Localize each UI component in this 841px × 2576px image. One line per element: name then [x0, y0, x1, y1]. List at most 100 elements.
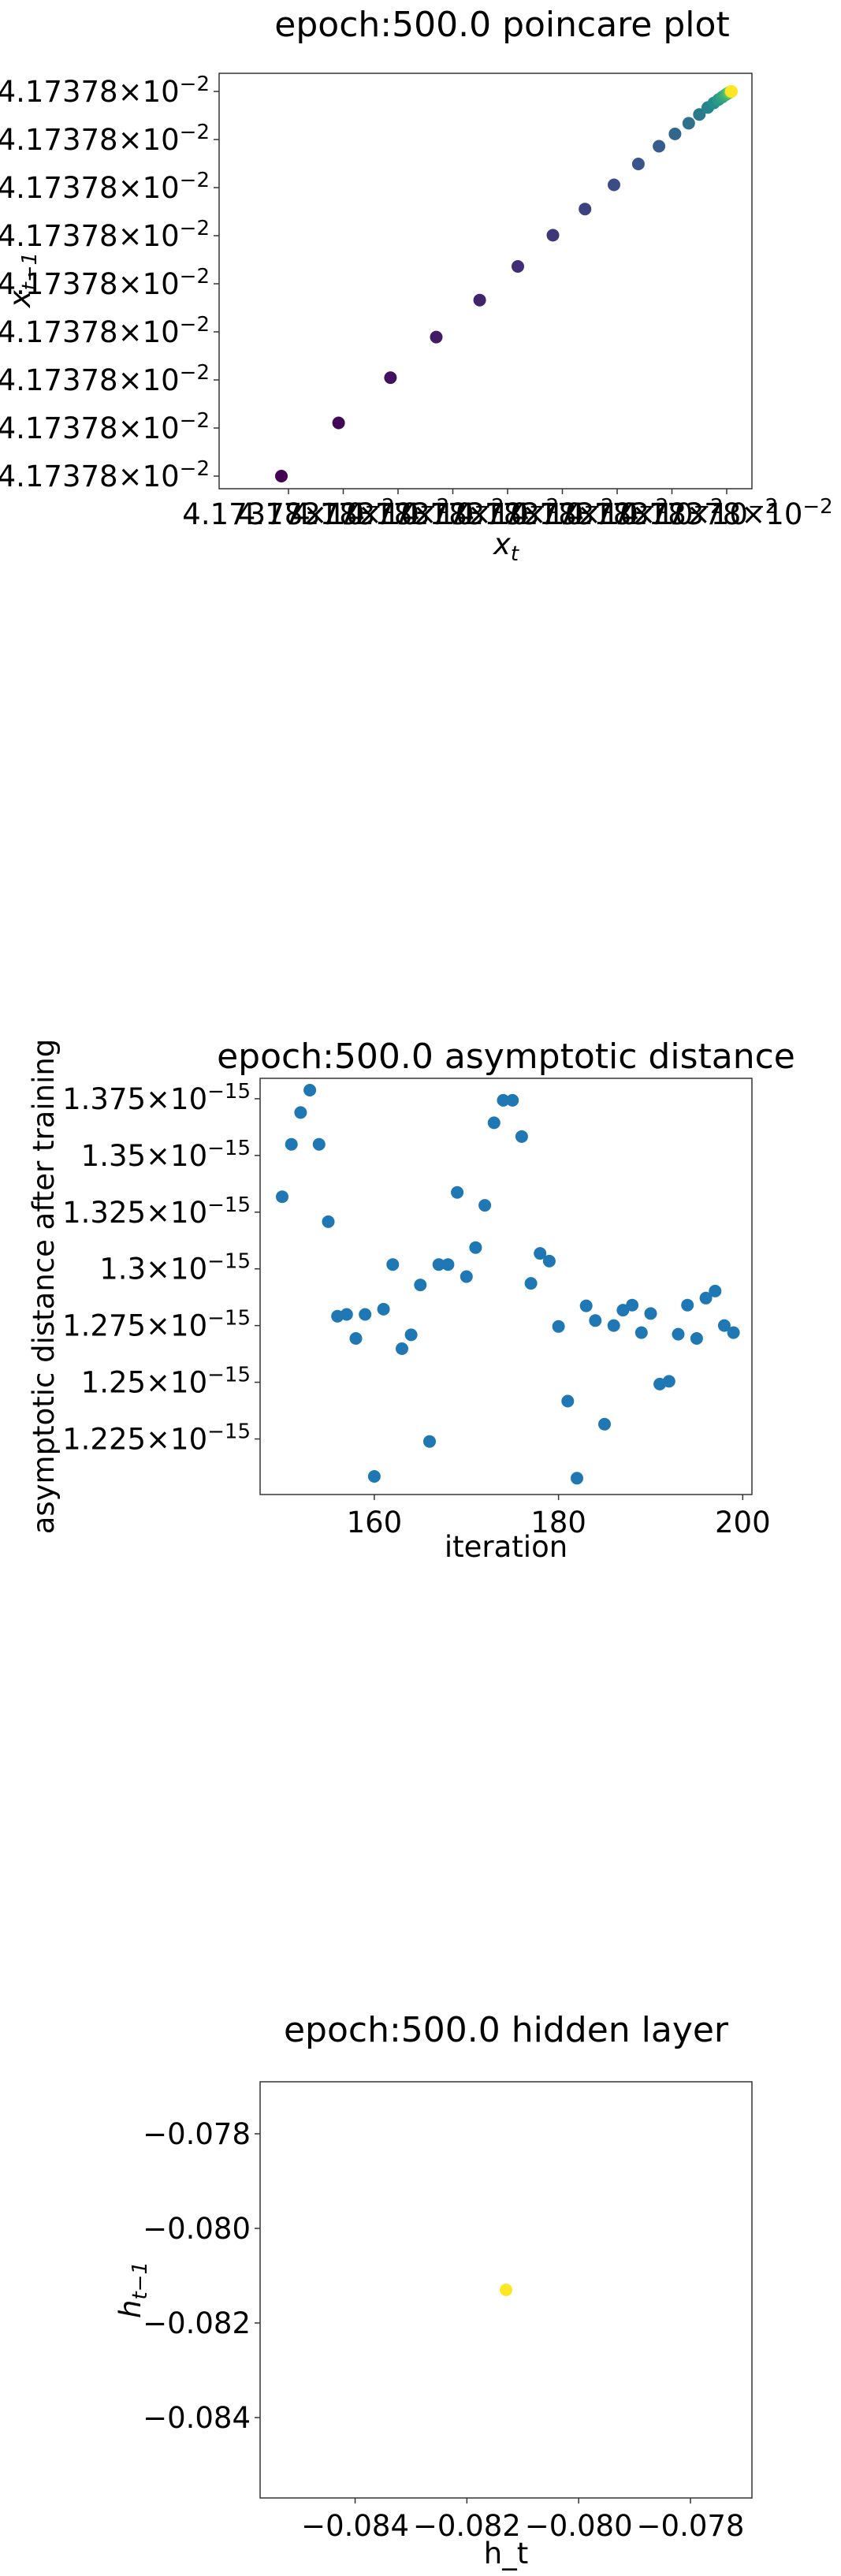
x-tick-label: −0.080: [525, 2509, 633, 2543]
distance-point: [423, 1435, 436, 1448]
hidden-layer-x-ticks: −0.084 −0.082 −0.080 −0.078: [301, 2498, 744, 2543]
y-tick-label: 1.225×10−15: [62, 1420, 251, 1457]
poincare-y-ticks: 4.17378×10−2 4.17378×10−2 4.17378×10−2 4.17…: [0, 73, 219, 493]
y-tick-label: 4.17378×10−2: [0, 121, 210, 157]
distance-point: [377, 1302, 390, 1316]
distance-point: [303, 1084, 317, 1096]
asymptotic-title: epoch:500.0 asymptotic distance: [217, 1037, 795, 1077]
distance-point: [386, 1258, 400, 1271]
x-tick-label: 4.17378×10−2: [456, 495, 668, 531]
poincare-point: [725, 85, 738, 98]
distance-point: [432, 1258, 445, 1271]
distance-point: [515, 1130, 528, 1143]
distance-point: [524, 1277, 538, 1290]
distance-point: [404, 1328, 418, 1342]
poincare-point: [631, 158, 645, 170]
hidden-layer-title: epoch:500.0 hidden layer: [284, 2010, 729, 2050]
x-tick-label: 4.17378×10−2: [620, 495, 832, 531]
hidden-layer-points: [500, 2284, 512, 2296]
distance-point: [571, 1472, 583, 1485]
distance-point: [644, 1307, 657, 1320]
x-tick-label: 4.17378×10−2: [292, 495, 504, 531]
distance-point: [276, 1190, 288, 1204]
distance-point: [727, 1326, 740, 1339]
asymptotic-chart: epoch:500.0 asymptotic distance 1.225×10…: [27, 1037, 795, 1564]
distance-point: [478, 1199, 492, 1212]
poincare-point: [512, 260, 524, 273]
distance-point: [285, 1137, 298, 1151]
asymptotic-y-ticks: 1.225×10−15 1.25×10−15 1.275×10−15 1.3×10−1…: [62, 1080, 260, 1457]
y-tick-label: −0.078: [143, 2117, 251, 2151]
x-tick-label: −0.084: [301, 2509, 409, 2543]
distance-point: [460, 1270, 473, 1283]
distance-point: [340, 1308, 353, 1321]
distance-point: [634, 1326, 648, 1339]
y-tick-label: 1.325×10−15: [62, 1193, 251, 1230]
hidden-layer-point: [500, 2284, 512, 2296]
distance-point: [681, 1298, 694, 1312]
y-tick-label: −0.082: [143, 2306, 251, 2340]
distance-point: [699, 1291, 713, 1305]
y-tick-label: 1.25×10−15: [81, 1364, 251, 1400]
x-tick-label: −0.082: [413, 2509, 521, 2543]
poincare-axes-frame: [218, 73, 753, 490]
distance-point: [312, 1137, 326, 1151]
y-tick-label: 4.17378×10−2: [0, 457, 210, 493]
hidden-layer-axes-frame: [259, 2081, 753, 2499]
y-tick-label: 4.17378×10−2: [0, 361, 210, 397]
distance-point: [497, 1093, 510, 1107]
distance-point: [451, 1186, 464, 1199]
distance-point: [672, 1327, 685, 1341]
x-tick-label: 4.17378×10−2: [401, 495, 613, 531]
x-tick-label: 4.17378×10−2: [237, 495, 449, 531]
distance-point: [709, 1284, 722, 1297]
y-tick-label: 4.17378×10−2: [0, 409, 210, 445]
x-tick-label: 4.17378×10−2: [182, 495, 394, 531]
y-tick-label: 1.3×10−15: [99, 1250, 251, 1286]
distance-point: [487, 1116, 501, 1130]
x-tick-label: −0.078: [637, 2509, 745, 2543]
distance-point: [506, 1093, 519, 1107]
distance-point: [717, 1319, 731, 1332]
distance-point: [561, 1394, 575, 1408]
poincare-point: [384, 371, 397, 385]
distance-point: [579, 1299, 593, 1312]
distance-point: [607, 1319, 620, 1332]
hidden-layer-y-ticks: −0.084 −0.082 −0.080 −0.078: [143, 2117, 260, 2435]
distance-point: [349, 1332, 363, 1345]
x-tick-label: 4.17378×10−2: [347, 495, 559, 531]
x-tick-label: 200: [715, 1506, 771, 1539]
hidden-layer-xlabel: h_t: [484, 2537, 528, 2570]
distance-point: [367, 1470, 381, 1483]
distance-point: [616, 1304, 630, 1317]
distance-point: [542, 1254, 556, 1268]
poincare-point: [682, 117, 695, 130]
poincare-point: [579, 203, 592, 216]
poincare-xlabel: xt: [493, 527, 519, 566]
poincare-point: [546, 229, 560, 242]
distance-point: [690, 1332, 703, 1345]
asymptotic-x-ticks: 160 180 200: [347, 1495, 771, 1539]
y-tick-label: 1.35×10−15: [81, 1137, 251, 1173]
distance-point: [414, 1279, 427, 1292]
poincare-point: [668, 127, 682, 140]
poincare-chart: epoch:500.0 poincare plot 4.17378×10−24.…: [0, 5, 833, 566]
x-tick-label: 180: [530, 1506, 586, 1539]
poincare-points: [275, 85, 738, 482]
asymptotic-points: [276, 1084, 740, 1485]
poincare-point: [473, 293, 486, 307]
distance-point: [534, 1247, 547, 1260]
distance-point: [589, 1314, 602, 1327]
distance-point: [396, 1342, 408, 1355]
distance-point: [552, 1320, 565, 1333]
asymptotic-axes-frame: [259, 1078, 753, 1495]
poincare-title: epoch:500.0 poincare plot: [274, 5, 729, 45]
x-tick-label: 4.17378×10−2: [566, 495, 778, 531]
poincare-point: [693, 108, 706, 121]
y-tick-label: 4.17378×10−2: [0, 265, 210, 301]
y-tick-label: 1.375×10−15: [62, 1080, 251, 1116]
y-tick-label: −0.084: [143, 2401, 251, 2435]
poincare-point: [430, 330, 443, 344]
y-tick-label: −0.080: [143, 2212, 251, 2246]
